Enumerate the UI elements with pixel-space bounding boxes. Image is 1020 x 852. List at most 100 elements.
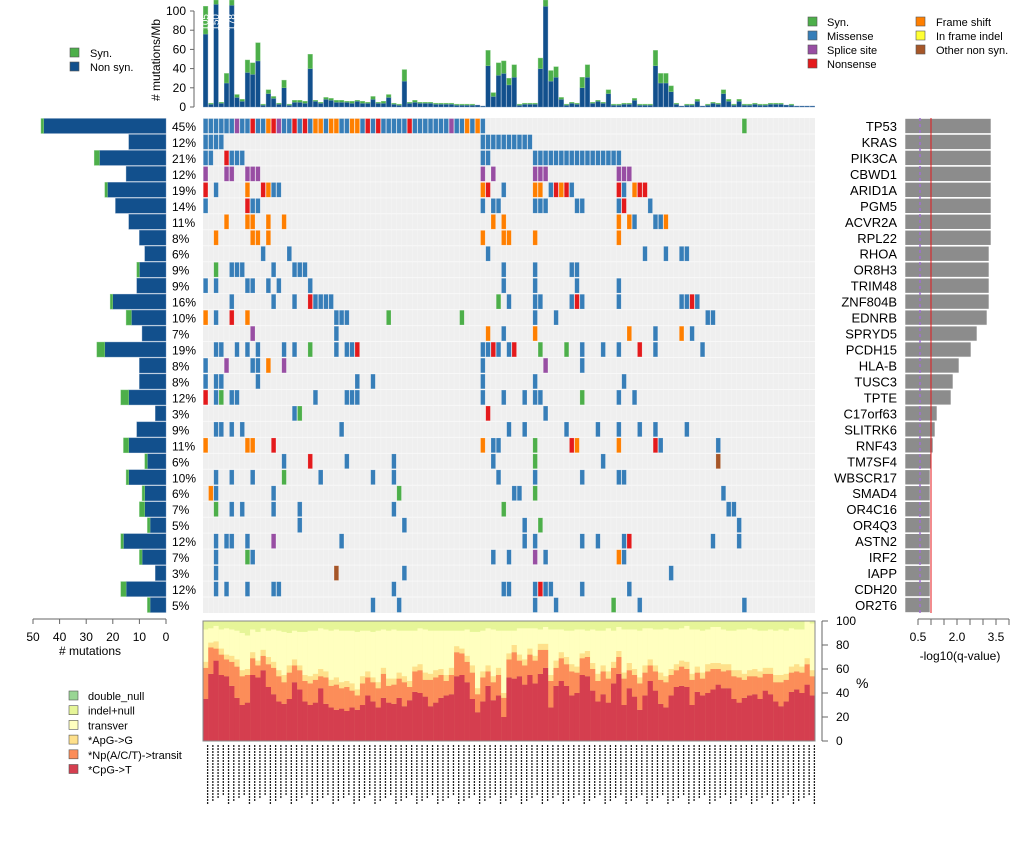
- spectrum-segment: [344, 681, 350, 687]
- mutation-cell: [537, 166, 543, 182]
- mutation-cell: [271, 501, 277, 517]
- spectrum-segment: [417, 664, 423, 671]
- qvalue-bar: [904, 501, 931, 517]
- spectrum-segment: [595, 621, 601, 631]
- mutation-cell: [506, 134, 512, 150]
- syn-bar: [286, 103, 292, 106]
- mutation-cell: [250, 278, 256, 294]
- gene-percent-label: 10%: [172, 312, 196, 326]
- spectrum-segment: [291, 630, 298, 660]
- spectrum-segment: [726, 688, 732, 741]
- mutation-cell: [271, 485, 277, 501]
- spectrum-segment: [433, 702, 439, 741]
- spectrum-segment: [809, 623, 816, 671]
- spectrum-segment: [616, 651, 622, 657]
- gene-name-label: TM7SF4: [847, 454, 897, 469]
- spectrum-segment: [208, 621, 214, 629]
- mutation-cell: [715, 437, 721, 453]
- mutation-cell: [684, 246, 690, 262]
- y-tick-label: 60: [173, 42, 187, 56]
- count-bar-syn: [136, 262, 140, 278]
- mutation-cell: [391, 581, 397, 597]
- spectrum-segment: [747, 621, 753, 629]
- spectrum-segment: [265, 664, 272, 687]
- nonsyn-bar: [323, 99, 329, 108]
- mutation-cell: [532, 373, 538, 390]
- spectrum-segment: [286, 621, 293, 633]
- mutation-cell: [234, 341, 240, 358]
- nonsyn-bar: [673, 103, 679, 108]
- spectrum-segment: [522, 621, 528, 629]
- spectrum-segment: [281, 682, 287, 704]
- mutation-cell: [684, 293, 690, 310]
- syn-bar: [401, 69, 407, 82]
- mutation-cell: [203, 278, 209, 294]
- spectrum-segment: [684, 687, 690, 741]
- legend-syn-nonsyn: Syn. Non syn.: [69, 47, 133, 74]
- gene-percent-label: 9%: [172, 264, 190, 278]
- mutation-cell: [616, 198, 622, 214]
- spectrum-segment: [767, 629, 774, 668]
- spectrum-segment: [516, 621, 523, 629]
- spectrum-segment: [595, 630, 601, 674]
- spectrum-segment: [652, 690, 659, 741]
- spectrum-segment: [506, 653, 512, 660]
- mutation-cell: [250, 549, 256, 565]
- spectrum-segment: [705, 693, 711, 741]
- spectrum-segment: [694, 691, 701, 741]
- spectrum-segment: [794, 689, 800, 741]
- mutation-cell: [213, 230, 219, 246]
- spectrum-segment: [647, 628, 654, 660]
- spectrum-segment: [783, 679, 790, 702]
- legend-label: Nonsense: [827, 59, 877, 71]
- spectrum-segment: [359, 683, 366, 705]
- syn-bar: [616, 103, 622, 106]
- legend-label: Syn.: [90, 48, 112, 60]
- mutation-cell: [532, 533, 538, 549]
- gene-name-label: IRF2: [869, 550, 897, 565]
- spectrum-segment: [333, 684, 340, 710]
- nonsyn-bar: [626, 103, 632, 108]
- spectrum-segment: [663, 676, 669, 683]
- spectrum-segment: [626, 621, 633, 630]
- count-bar-nonsyn: [107, 182, 167, 198]
- mutation-cell: [239, 262, 245, 278]
- count-bar-syn: [40, 118, 44, 134]
- spectrum-segment: [731, 676, 737, 699]
- spectrum-segment: [663, 621, 669, 629]
- spectrum-segment: [715, 627, 722, 663]
- spectrum-segment: [705, 671, 711, 693]
- syn-bar: [694, 99, 700, 102]
- spectrum-segment: [208, 642, 214, 648]
- spectrum-segment: [469, 672, 476, 699]
- mutation-cell: [213, 421, 219, 438]
- spectrum-segment: [642, 695, 648, 741]
- spectrum-segment: [307, 705, 314, 741]
- mutation-cell: [579, 341, 585, 358]
- nonsyn-bar: [652, 65, 658, 108]
- spectrum-segment: [218, 621, 225, 630]
- mutation-cell: [621, 533, 627, 549]
- spectrum-segment: [584, 651, 591, 657]
- syn-bar: [548, 70, 554, 82]
- nonsyn-bar: [344, 101, 350, 108]
- spectrum-segment: [626, 688, 633, 741]
- syn-bar: [564, 103, 570, 106]
- spectrum-segment: [412, 621, 418, 631]
- mutation-cell: [333, 565, 339, 581]
- mutation-cell: [480, 118, 486, 134]
- spectrum-segment: [809, 670, 816, 677]
- legend-swatch: [68, 764, 79, 774]
- mutation-cell: [307, 341, 313, 358]
- mutation-cell: [663, 214, 669, 230]
- nonsyn-bar: [412, 101, 418, 108]
- spectrum-segment: [380, 673, 387, 698]
- mutation-cell: [244, 166, 251, 182]
- mutation-cell: [365, 118, 371, 134]
- spectrum-segment: [799, 693, 805, 741]
- mutation-cell: [459, 118, 465, 134]
- mutation-cell: [522, 421, 528, 438]
- nonsyn-bar: [448, 103, 454, 108]
- spectrum-segment: [506, 630, 512, 654]
- mutation-cell: [370, 597, 376, 613]
